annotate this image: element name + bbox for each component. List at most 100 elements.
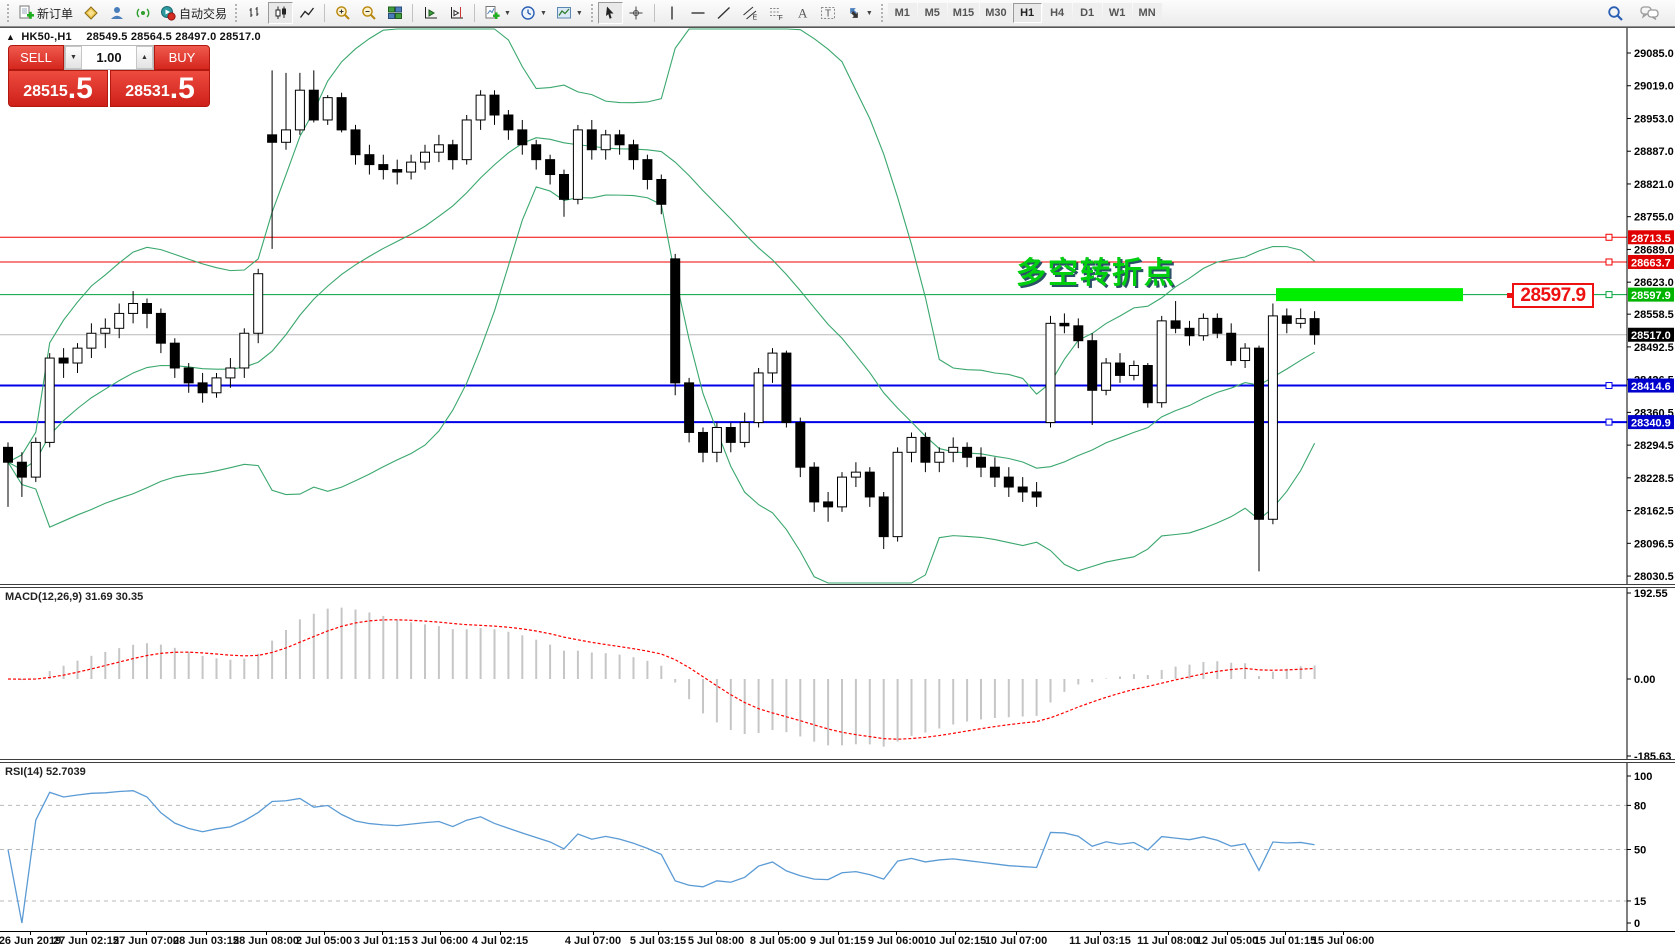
text-button[interactable]: A (790, 2, 815, 24)
time-label: 3 Jul 06:00 (411, 935, 469, 947)
toolbar-drag-handle[interactable] (7, 4, 10, 22)
volume-value[interactable]: 1.00 (96, 50, 122, 65)
svg-text:192.55: 192.55 (1634, 588, 1668, 600)
auto-scroll-icon (423, 5, 439, 21)
bar-chart-button[interactable] (242, 2, 267, 24)
volume-spinner: ▼ 1.00 ▲ (64, 45, 154, 70)
svg-text:15: 15 (1634, 896, 1646, 908)
rsi-canvas: 100 80 50 15 0 (0, 763, 1652, 931)
time-label: 4 Jul 07:00 (564, 935, 622, 947)
signals-button[interactable] (130, 2, 155, 24)
time-tick (1016, 932, 1017, 935)
panel-separator[interactable] (0, 584, 1675, 588)
time-label: 12 Jul 05:00 (1195, 935, 1259, 947)
chart-text-annotation[interactable]: 多空转折点 (1016, 257, 1176, 290)
market-gem-button[interactable] (78, 2, 103, 24)
timeframe-W1-button[interactable]: W1 (1102, 3, 1132, 23)
new-order-icon (18, 5, 34, 21)
timeframe-M5-button[interactable]: M5 (917, 3, 947, 23)
rsi-level-lines (0, 804, 1627, 902)
svg-text:28887.0: 28887.0 (1634, 146, 1674, 158)
equidistant-channel-button[interactable]: E (738, 2, 763, 24)
svg-text:28228.5: 28228.5 (1634, 473, 1674, 485)
toolbar-drag-handle[interactable] (235, 4, 238, 22)
callout-handle[interactable] (1507, 293, 1512, 298)
new-chart-dropdown-button[interactable]: ▼ (480, 2, 515, 24)
timeframe-M30-button[interactable]: M30 (980, 3, 1012, 23)
time-tick (500, 932, 501, 935)
toolbar-separator (653, 4, 655, 22)
autotrading-button[interactable]: 自动交易 (156, 2, 231, 24)
zoom-in-button[interactable] (330, 2, 355, 24)
rsi-axis: 100 80 50 15 0 (1626, 763, 1652, 931)
periods-dropdown-button[interactable]: ▼ (516, 2, 551, 24)
svg-text:80: 80 (1634, 800, 1646, 812)
svg-text:50: 50 (1634, 845, 1646, 857)
text-label-button[interactable]: T (816, 2, 841, 24)
price-callout-label[interactable]: 28597.9 (1512, 283, 1594, 308)
search-button[interactable] (1603, 2, 1628, 24)
time-label: 11 Jul 08:00 (1137, 935, 1199, 947)
templates-dropdown-button[interactable]: ▼ (552, 2, 587, 24)
time-axis[interactable]: 26 Jun 2019 27 Jun 02:15 27 Jun 07:00 28 Ju… (0, 931, 1675, 948)
svg-text:28030.5: 28030.5 (1634, 571, 1674, 583)
chat-button[interactable] (1636, 2, 1663, 24)
buy-button[interactable]: BUY (154, 45, 210, 70)
collapse-triangle-icon[interactable]: ▲ (6, 32, 16, 42)
vertical-line-icon (664, 5, 680, 21)
line-chart-button[interactable] (294, 2, 319, 24)
one-click-trading-panel: SELL ▼ 1.00 ▲ BUY 28515.5 28531.5 (8, 45, 210, 107)
auto-scroll-button[interactable] (418, 2, 443, 24)
timeframe-group: M1 M5 M15 M30 H1 H4 D1 W1 MN (887, 3, 1162, 23)
chart-shift-button[interactable] (444, 2, 469, 24)
timeframe-D1-button[interactable]: D1 (1072, 3, 1102, 23)
toolbar-drag-handle[interactable] (590, 4, 594, 22)
time-label: 10 Jul 02:15 (923, 935, 987, 947)
cursor-button[interactable] (597, 2, 623, 24)
timeframe-H4-button[interactable]: H4 (1042, 3, 1072, 23)
macd-indicator-panel[interactable]: MACD(12,26,9) 31.69 30.35 192.55 0.00 -185… (0, 588, 1675, 759)
vertical-line-button[interactable] (660, 2, 685, 24)
volume-decrease-button[interactable]: ▼ (65, 46, 82, 69)
time-label: 9 Jul 06:00 (867, 935, 925, 947)
trendline-button[interactable] (712, 2, 737, 24)
sell-price-display[interactable]: 28515.5 (8, 70, 108, 107)
rsi-indicator-panel[interactable]: RSI(14) 52.7039 100 80 50 15 0 (0, 763, 1675, 931)
timeframe-MN-button[interactable]: MN (1132, 3, 1162, 23)
fibonacci-button[interactable]: F (764, 2, 789, 24)
macd-canvas: 192.55 0.00 -185.63 (7, 588, 1671, 759)
channel-icon: E (742, 5, 758, 21)
sell-button[interactable]: SELL (8, 45, 64, 70)
time-label: 9 Jul 01:15 (809, 935, 867, 947)
clock-icon (520, 5, 536, 21)
autotrading-label: 自动交易 (179, 6, 228, 21)
svg-text:28340.9: 28340.9 (1631, 418, 1671, 430)
svg-text:28162.5: 28162.5 (1634, 506, 1674, 518)
timeframe-M1-button[interactable]: M1 (887, 3, 917, 23)
community-button[interactable] (104, 2, 129, 24)
crosshair-button[interactable] (624, 2, 649, 24)
svg-text:28663.7: 28663.7 (1631, 257, 1671, 269)
bollinger-bands (7, 28, 1316, 584)
time-tick (1285, 932, 1286, 935)
candlestick-chart-button[interactable] (268, 2, 294, 24)
cursor-icon (602, 5, 618, 21)
svg-text:28294.5: 28294.5 (1634, 440, 1674, 452)
new-order-button[interactable]: 新订单 (14, 2, 77, 24)
buy-price-display[interactable]: 28531.5 (110, 70, 210, 107)
horizontal-line-button[interactable] (686, 2, 711, 24)
arrows-dropdown-button[interactable]: ▼ (842, 2, 877, 24)
trendline-icon (716, 5, 732, 21)
time-label: 15 Jul 06:00 (1311, 935, 1375, 947)
panel-separator[interactable] (0, 759, 1675, 763)
toolbar-drag-handle[interactable] (880, 4, 884, 22)
time-tick (1100, 932, 1101, 935)
time-tick (593, 932, 594, 935)
price-chart-panel[interactable]: 29085.0 29019.0 28953.0 28887.0 28821.0 28755… (0, 28, 1675, 584)
volume-increase-button[interactable]: ▲ (136, 46, 153, 69)
zoom-out-button[interactable] (356, 2, 381, 24)
macd-signal-line (7, 619, 1315, 740)
timeframe-M15-button[interactable]: M15 (947, 3, 980, 23)
timeframe-H1-button[interactable]: H1 (1012, 3, 1042, 23)
tile-windows-button[interactable] (382, 2, 407, 24)
